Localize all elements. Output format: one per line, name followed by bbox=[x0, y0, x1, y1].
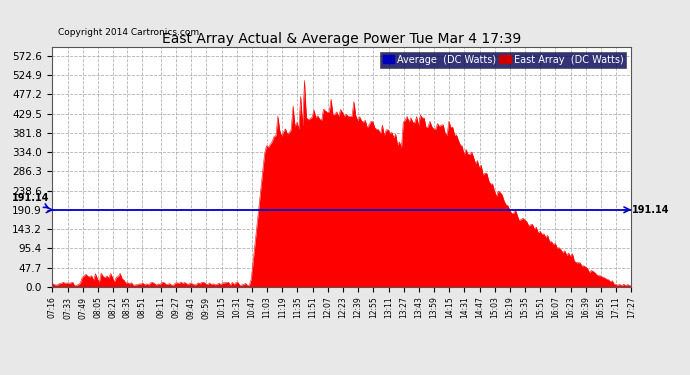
Text: Copyright 2014 Cartronics.com: Copyright 2014 Cartronics.com bbox=[57, 28, 199, 37]
Text: 191.14: 191.14 bbox=[632, 205, 669, 215]
Legend: Average  (DC Watts), East Array  (DC Watts): Average (DC Watts), East Array (DC Watts… bbox=[380, 52, 627, 68]
Title: East Array Actual & Average Power Tue Mar 4 17:39: East Array Actual & Average Power Tue Ma… bbox=[162, 32, 521, 46]
Text: 191.14: 191.14 bbox=[12, 193, 49, 207]
